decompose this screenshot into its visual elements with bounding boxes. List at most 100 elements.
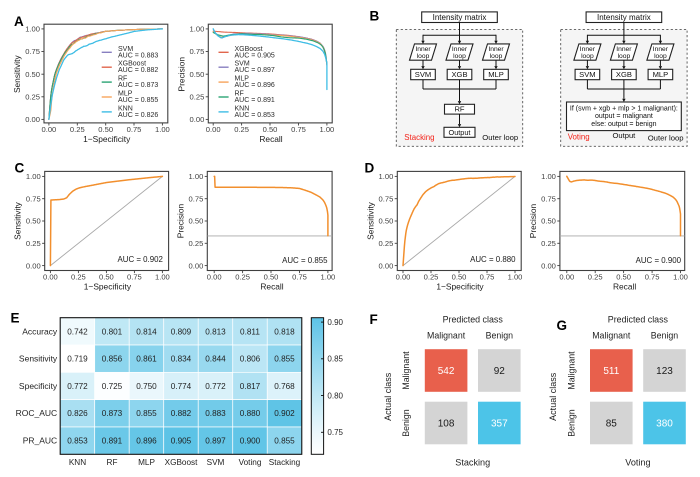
- svg-text:0.75: 0.75: [26, 194, 41, 203]
- svg-text:Precision: Precision: [176, 57, 186, 92]
- svg-text:380: 380: [656, 419, 673, 430]
- svg-text:0.809: 0.809: [171, 327, 192, 336]
- svg-text:RF: RF: [454, 105, 464, 114]
- svg-text:0.896: 0.896: [136, 437, 157, 446]
- svg-text:Sensitivity: Sensitivity: [365, 201, 375, 240]
- svg-text:MLP: MLP: [653, 70, 669, 79]
- svg-text:0.75: 0.75: [127, 125, 142, 134]
- svg-text:Predicted class: Predicted class: [443, 315, 504, 325]
- svg-text:0.00: 0.00: [189, 261, 204, 270]
- svg-text:Sensitivity: Sensitivity: [19, 354, 58, 364]
- svg-text:0.75: 0.75: [291, 125, 306, 134]
- svg-text:0.75: 0.75: [541, 194, 556, 203]
- svg-text:SVM: SVM: [235, 61, 250, 68]
- svg-text:0.880: 0.880: [240, 409, 261, 418]
- svg-text:Recall: Recall: [260, 282, 283, 292]
- svg-text:0.725: 0.725: [102, 382, 123, 391]
- svg-text:0.768: 0.768: [274, 382, 295, 391]
- svg-text:1.00: 1.00: [155, 273, 170, 282]
- svg-text:0.50: 0.50: [189, 217, 204, 226]
- svg-text:0.25: 0.25: [424, 273, 439, 282]
- svg-text:AUC = 0.826: AUC = 0.826: [118, 112, 158, 119]
- svg-text:MLP: MLP: [118, 91, 133, 98]
- svg-text:0.813: 0.813: [205, 327, 226, 336]
- svg-text:0.897: 0.897: [205, 437, 226, 446]
- svg-text:85: 85: [606, 419, 618, 430]
- svg-text:loop: loop: [654, 53, 667, 60]
- svg-text:XGB: XGB: [451, 70, 467, 79]
- svg-text:Benign: Benign: [486, 331, 513, 341]
- svg-text:0.85: 0.85: [327, 355, 343, 364]
- svg-text:0.50: 0.50: [26, 217, 41, 226]
- svg-text:KNN: KNN: [69, 458, 86, 467]
- svg-text:0.902: 0.902: [274, 409, 295, 418]
- svg-text:loop: loop: [618, 53, 631, 60]
- svg-text:AUC = 0.891: AUC = 0.891: [235, 97, 275, 104]
- svg-text:Sensitivity: Sensitivity: [12, 55, 22, 94]
- svg-text:Precision: Precision: [528, 203, 538, 238]
- svg-text:MLP: MLP: [138, 458, 155, 467]
- svg-text:0.25: 0.25: [541, 239, 556, 248]
- svg-text:0.873: 0.873: [102, 409, 123, 418]
- svg-text:0.855: 0.855: [136, 409, 157, 418]
- svg-text:0.834: 0.834: [171, 355, 192, 364]
- svg-text:Malignant: Malignant: [592, 331, 631, 341]
- svg-text:1−Specificity: 1−Specificity: [84, 282, 132, 292]
- svg-text:output = malignant: output = malignant: [595, 113, 653, 120]
- svg-text:D: D: [365, 161, 375, 176]
- svg-text:0.75: 0.75: [292, 273, 307, 282]
- svg-text:0.50: 0.50: [263, 125, 278, 134]
- svg-text:E: E: [11, 311, 20, 326]
- svg-text:Benign: Benign: [651, 331, 678, 341]
- svg-text:0.817: 0.817: [240, 382, 261, 391]
- svg-text:0.00: 0.00: [43, 273, 58, 282]
- svg-text:0.855: 0.855: [274, 355, 295, 364]
- svg-text:AUC = 0.897: AUC = 0.897: [235, 67, 275, 74]
- svg-text:0.50: 0.50: [264, 273, 279, 282]
- svg-text:1−Specificity: 1−Specificity: [83, 134, 131, 144]
- svg-text:Benign: Benign: [566, 409, 576, 436]
- svg-text:0.50: 0.50: [541, 217, 556, 226]
- svg-text:123: 123: [656, 366, 673, 377]
- svg-text:Outer loop: Outer loop: [648, 133, 684, 142]
- svg-text:92: 92: [494, 366, 506, 377]
- svg-text:Malignant: Malignant: [401, 351, 411, 390]
- svg-text:RF: RF: [107, 458, 118, 467]
- svg-text:PR_AUC: PR_AUC: [23, 436, 57, 446]
- svg-text:If (svm + xgb + mlp > 1 malign: If (svm + xgb + mlp > 1 malignant):: [570, 105, 678, 112]
- svg-text:KNN: KNN: [118, 105, 133, 112]
- svg-text:0.25: 0.25: [71, 273, 86, 282]
- svg-text:0.25: 0.25: [26, 239, 41, 248]
- svg-text:Predicted class: Predicted class: [608, 315, 669, 325]
- svg-text:0.772: 0.772: [67, 382, 88, 391]
- svg-text:0.719: 0.719: [67, 355, 88, 364]
- svg-text:Inner: Inner: [488, 46, 504, 53]
- svg-text:1−Specificity: 1−Specificity: [436, 282, 484, 292]
- svg-text:MLP: MLP: [488, 70, 504, 79]
- svg-text:AUC = 0.900: AUC = 0.900: [636, 256, 682, 265]
- svg-text:Malignant: Malignant: [427, 331, 466, 341]
- svg-text:1.00: 1.00: [25, 25, 40, 34]
- svg-text:AUC = 0.853: AUC = 0.853: [235, 112, 275, 119]
- svg-text:AUC = 0.905: AUC = 0.905: [235, 52, 275, 59]
- svg-text:Benign: Benign: [401, 409, 411, 436]
- svg-text:1.00: 1.00: [321, 273, 336, 282]
- svg-text:0.25: 0.25: [588, 273, 603, 282]
- svg-text:1.00: 1.00: [189, 172, 204, 181]
- svg-text:Precision: Precision: [175, 203, 185, 238]
- svg-text:0.75: 0.75: [127, 273, 142, 282]
- svg-text:loop: loop: [453, 53, 466, 60]
- svg-text:0.50: 0.50: [25, 70, 40, 79]
- svg-text:RF: RF: [118, 76, 127, 83]
- svg-text:542: 542: [438, 366, 455, 377]
- svg-text:0.75: 0.75: [645, 273, 660, 282]
- svg-text:1.00: 1.00: [190, 25, 205, 34]
- svg-text:XGBoost: XGBoost: [235, 46, 263, 53]
- svg-text:0.00: 0.00: [190, 115, 205, 124]
- svg-text:Output: Output: [613, 131, 637, 140]
- svg-text:Inner: Inner: [452, 46, 468, 53]
- svg-text:0.50: 0.50: [379, 217, 394, 226]
- svg-text:Outer loop: Outer loop: [482, 133, 518, 142]
- svg-text:Intensity matrix: Intensity matrix: [433, 13, 487, 22]
- svg-text:B: B: [370, 9, 380, 24]
